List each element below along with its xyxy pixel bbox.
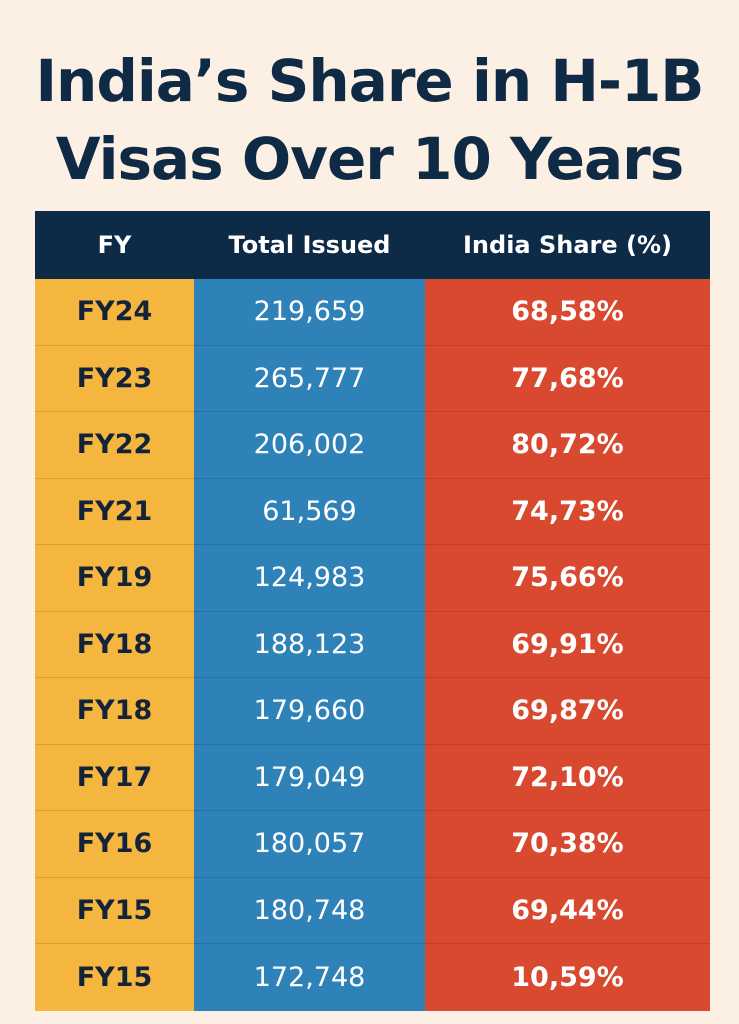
cell-fy: FY24 <box>35 279 194 346</box>
cell-fy: FY19 <box>35 545 194 612</box>
cell-fy: FY22 <box>35 412 194 479</box>
cell-fy: FY18 <box>35 611 194 678</box>
cell-total-issued: 188,123 <box>194 611 425 678</box>
table-row: FY15 172,748 10,59% <box>35 944 710 1011</box>
table-body: FY24 219,659 68,58% FY23 265,777 77,68% FY22 20… <box>35 279 710 1011</box>
cell-india-share: 77,68% <box>425 345 710 412</box>
table-row: FY19 124,983 75,66% <box>35 545 710 612</box>
cell-total-issued: 265,777 <box>194 345 425 412</box>
table-row: FY24 219,659 68,58% <box>35 279 710 346</box>
cell-fy: FY16 <box>35 811 194 878</box>
cell-total-issued: 219,659 <box>194 279 425 346</box>
cell-fy: FY18 <box>35 678 194 745</box>
cell-fy: FY15 <box>35 944 194 1011</box>
cell-india-share: 69,44% <box>425 877 710 944</box>
cell-total-issued: 206,002 <box>194 412 425 479</box>
table-row: FY23 265,777 77,68% <box>35 345 710 412</box>
cell-total-issued: 124,983 <box>194 545 425 612</box>
cell-fy: FY15 <box>35 877 194 944</box>
title-line-1: India’s Share in H-1B <box>35 47 704 115</box>
table-row: FY18 188,123 69,91% <box>35 611 710 678</box>
cell-india-share: 69,87% <box>425 678 710 745</box>
cell-india-share: 69,91% <box>425 611 710 678</box>
cell-total-issued: 172,748 <box>194 944 425 1011</box>
table-row: FY22 206,002 80,72% <box>35 412 710 479</box>
data-table: FY Total Issued India Share (%) FY24 219,… <box>35 211 710 1011</box>
cell-india-share: 10,59% <box>425 944 710 1011</box>
header-india-share: India Share (%) <box>463 231 672 259</box>
cell-fy: FY17 <box>35 744 194 811</box>
table-header-row: FY Total Issued India Share (%) <box>35 211 710 279</box>
table-row: FY15 180,748 69,44% <box>35 877 710 944</box>
cell-fy: FY23 <box>35 345 194 412</box>
cell-india-share: 70,38% <box>425 811 710 878</box>
cell-india-share: 75,66% <box>425 545 710 612</box>
cell-india-share: 72,10% <box>425 744 710 811</box>
table-row: FY18 179,660 69,87% <box>35 678 710 745</box>
cell-total-issued: 179,660 <box>194 678 425 745</box>
cell-total-issued: 61,569 <box>194 478 425 545</box>
table-row: FY17 179,049 72,10% <box>35 744 710 811</box>
table-row: FY21 61,569 74,73% <box>35 478 710 545</box>
page-title: India’s Share in H-1B Visas Over 10 Year… <box>0 42 739 198</box>
table-row: FY16 180,057 70,38% <box>35 811 710 878</box>
cell-total-issued: 180,748 <box>194 877 425 944</box>
cell-total-issued: 180,057 <box>194 811 425 878</box>
header-total-issued: Total Issued <box>228 231 391 259</box>
header-fy: FY <box>97 231 132 259</box>
cell-india-share: 68,58% <box>425 279 710 346</box>
cell-india-share: 74,73% <box>425 478 710 545</box>
cell-total-issued: 179,049 <box>194 744 425 811</box>
title-line-2: Visas Over 10 Years <box>55 125 685 193</box>
cell-india-share: 80,72% <box>425 412 710 479</box>
cell-fy: FY21 <box>35 478 194 545</box>
